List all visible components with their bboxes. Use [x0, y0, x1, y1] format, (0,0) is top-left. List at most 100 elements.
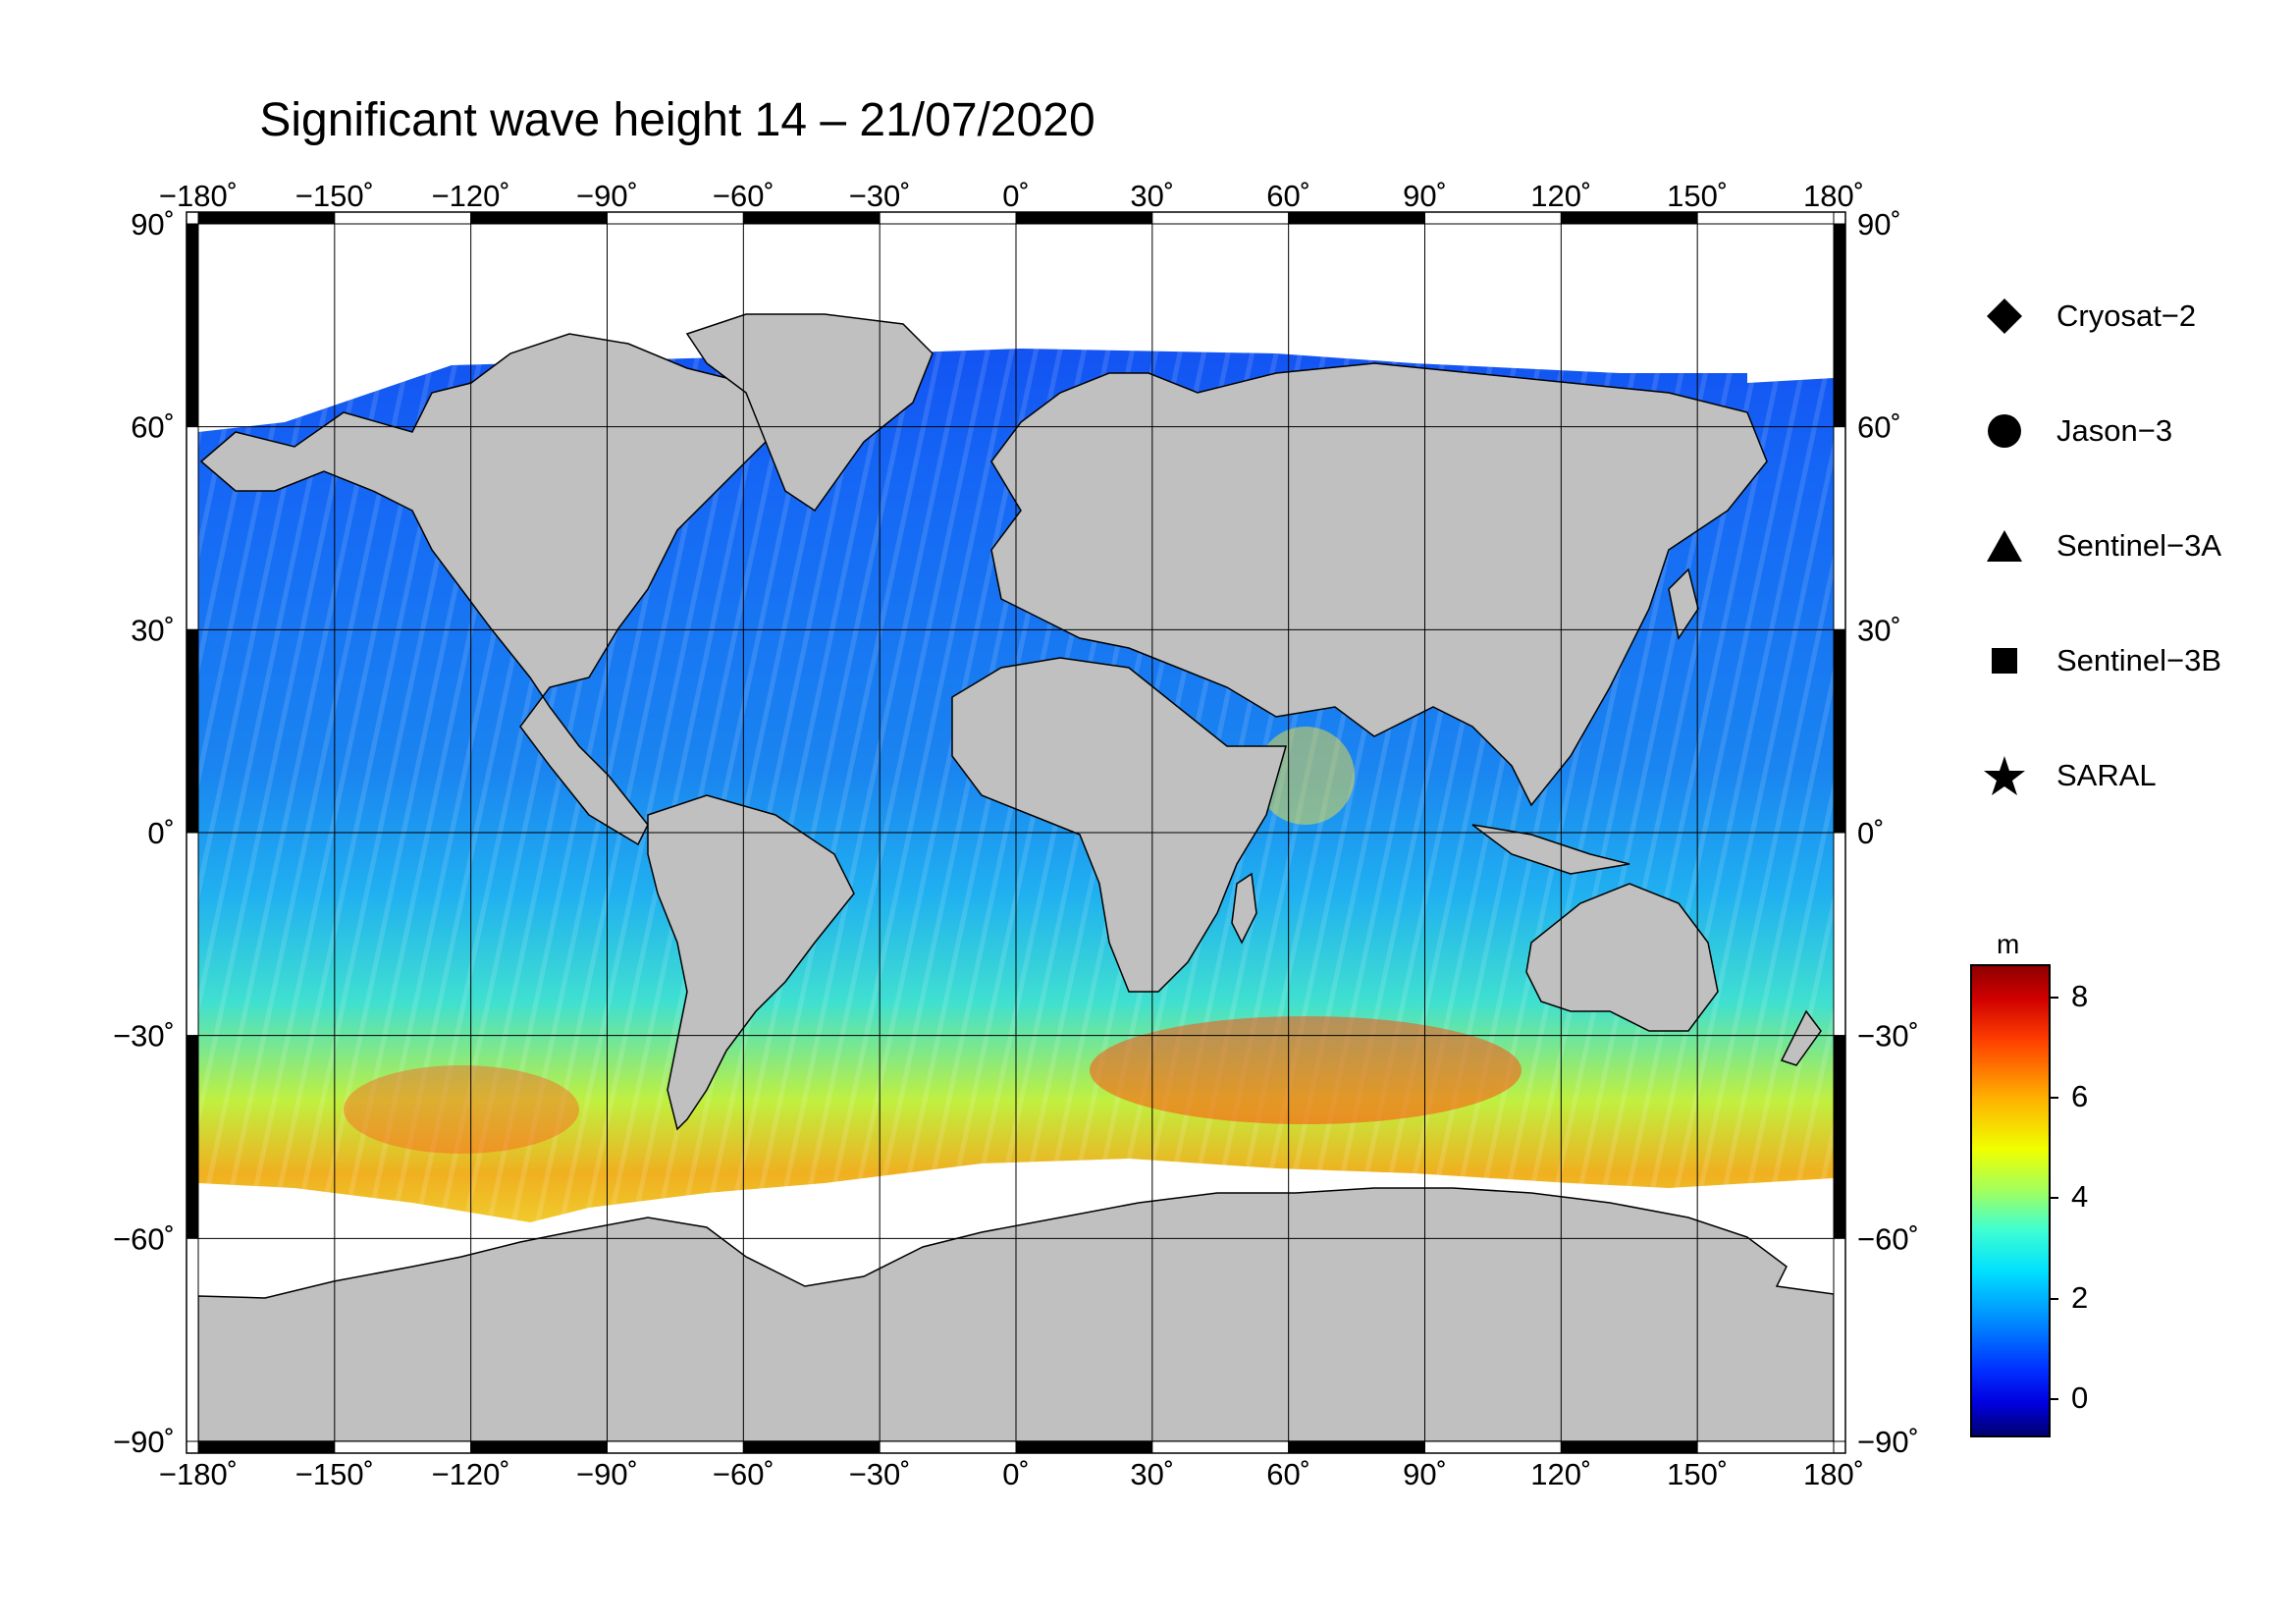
greenland	[685, 313, 934, 513]
lon-tick-label: 120˚	[1530, 1457, 1591, 1491]
lat-tick-label: 90˚	[1857, 207, 1901, 242]
frame-bar-right	[1833, 628, 1846, 834]
frame-bar-left	[186, 628, 199, 834]
lon-tick-label: −120˚	[432, 1457, 510, 1491]
lon-tick-label: 60˚	[1266, 1457, 1310, 1491]
frame-bar-top	[879, 211, 1017, 225]
legend-item-sentinel-3b: Sentinel−3B	[1983, 639, 2296, 688]
frame-bar-top	[607, 211, 744, 225]
madagascar	[1231, 872, 1257, 945]
north-america	[199, 333, 776, 846]
frame-bar-right	[1833, 1035, 1846, 1239]
legend-item-saral: SARAL	[1983, 754, 2296, 803]
circle-icon	[1988, 414, 2021, 448]
lon-tick-label: 0˚	[1002, 179, 1030, 213]
frame-bar-top	[1696, 211, 1835, 225]
frame-bar-bottom	[1560, 1440, 1698, 1454]
frame-bar-top	[1424, 211, 1562, 225]
frame-bar-top	[197, 211, 336, 225]
indonesia	[1471, 824, 1630, 875]
lat-tick-label: −90˚	[1857, 1425, 1919, 1459]
lon-tick-label: −90˚	[576, 1457, 638, 1491]
south-america	[647, 794, 855, 1131]
triangle-icon	[1987, 530, 2022, 562]
lon-tick-label: 180˚	[1803, 1457, 1864, 1491]
lon-tick-label: 150˚	[1667, 179, 1728, 213]
frame-bar-left	[186, 426, 199, 630]
frame-bar-top	[1015, 211, 1153, 225]
lon-ticks-top: −180˚ −150˚ −120˚ −90˚ −60˚ −30˚ 0˚ 30˚ 60˚ 90˚ 12…	[159, 179, 1864, 213]
colorbar-tick	[2049, 996, 2058, 999]
frame-bar-right	[1833, 426, 1846, 630]
japan	[1668, 568, 1699, 640]
frame-bar-top	[1151, 211, 1290, 225]
lon-tick-label: −150˚	[295, 1457, 374, 1491]
lat-tick-label: −60˚	[113, 1221, 175, 1256]
frame-bar-left	[186, 832, 199, 1037]
colorbar-tick-label: 0	[2071, 1380, 2089, 1416]
lon-tick-label: 180˚	[1803, 179, 1864, 213]
frame-bar-right	[1833, 223, 1846, 428]
diamond-icon	[1987, 298, 2022, 334]
lat-tick-label: −30˚	[1857, 1019, 1919, 1054]
lon-ticks-bottom: −180˚ −150˚ −120˚ −90˚ −60˚ −30˚ 0˚ 30˚ 60˚ 90˚ 12…	[159, 1457, 1864, 1491]
frame-bar-top	[742, 211, 881, 225]
square-icon	[1992, 648, 2017, 674]
map-frame	[186, 211, 1846, 1454]
lon-tick-label: −60˚	[713, 1457, 774, 1491]
frame-bar-left	[186, 223, 199, 428]
frame-bar-bottom	[1015, 1440, 1153, 1454]
frame-bar-bottom	[1424, 1440, 1562, 1454]
frame-bar-left	[186, 1035, 199, 1239]
lat-ticks-left: 90˚ 60˚ 30˚ 0˚ −30˚ −60˚ −90˚	[113, 207, 175, 1459]
frame-bar-bottom	[1696, 1440, 1835, 1454]
lon-tick-label: 0˚	[1002, 1457, 1030, 1491]
lat-tick-label: −30˚	[113, 1019, 175, 1054]
frame-bar-bottom	[1151, 1440, 1290, 1454]
lat-tick-label: 0˚	[147, 816, 175, 850]
lon-tick-label: −60˚	[713, 179, 774, 213]
colorbar-tick	[2049, 1097, 2058, 1100]
frame-bar-left	[186, 1237, 199, 1442]
lon-tick-label: 30˚	[1130, 1457, 1174, 1491]
lat-tick-label: 30˚	[131, 613, 175, 647]
lat-tick-label: −90˚	[113, 1425, 175, 1459]
lon-tick-label: 60˚	[1266, 179, 1310, 213]
legend-label: Cryosat−2	[2056, 298, 2197, 333]
colorbar-tick	[2049, 1398, 2058, 1401]
lon-tick-label: −150˚	[295, 179, 374, 213]
legend-item-sentinel-3a: Sentinel−3A	[1983, 524, 2296, 573]
lon-tick-label: 30˚	[1130, 179, 1174, 213]
frame-bar-bottom	[334, 1440, 472, 1454]
lat-tick-label: 30˚	[1857, 613, 1901, 647]
frame-bar-bottom	[742, 1440, 881, 1454]
lat-tick-label: 0˚	[1857, 816, 1885, 850]
legend-label: SARAL	[2056, 758, 2157, 792]
australia	[1525, 883, 1719, 1032]
frame-outline	[186, 211, 1846, 1454]
lat-tick-label: 60˚	[1857, 410, 1901, 445]
legend-label: Jason−3	[2056, 413, 2173, 448]
lon-tick-label: −90˚	[576, 179, 638, 213]
legend-label: Sentinel−3B	[2056, 643, 2222, 677]
frame-bar-bottom	[197, 1440, 336, 1454]
frame-bar-bottom	[1288, 1440, 1425, 1454]
frame-bar-bottom	[470, 1440, 608, 1454]
colorbar-tick-label: 4	[2071, 1179, 2089, 1215]
frame-bar-top	[334, 211, 472, 225]
lat-tick-label: −60˚	[1857, 1221, 1919, 1256]
lon-tick-label: 150˚	[1667, 1457, 1728, 1491]
legend-item-jason: Jason−3	[1983, 409, 2296, 459]
star-icon	[1984, 756, 2025, 795]
frame-bar-top	[470, 211, 608, 225]
lon-tick-label: −180˚	[159, 1457, 238, 1491]
colorbar-tick	[2049, 1297, 2058, 1300]
colorbar	[1970, 964, 2051, 1437]
lat-ticks-right: 90˚ 60˚ 30˚ 0˚ −30˚ −60˚ −90˚	[1857, 207, 1919, 1459]
high-waves-south-indian	[1090, 1016, 1522, 1124]
high-waves-south-pacific	[344, 1065, 579, 1154]
new-zealand	[1780, 1009, 1822, 1066]
africa	[951, 657, 1287, 993]
frame-bar-right	[1833, 832, 1846, 1037]
